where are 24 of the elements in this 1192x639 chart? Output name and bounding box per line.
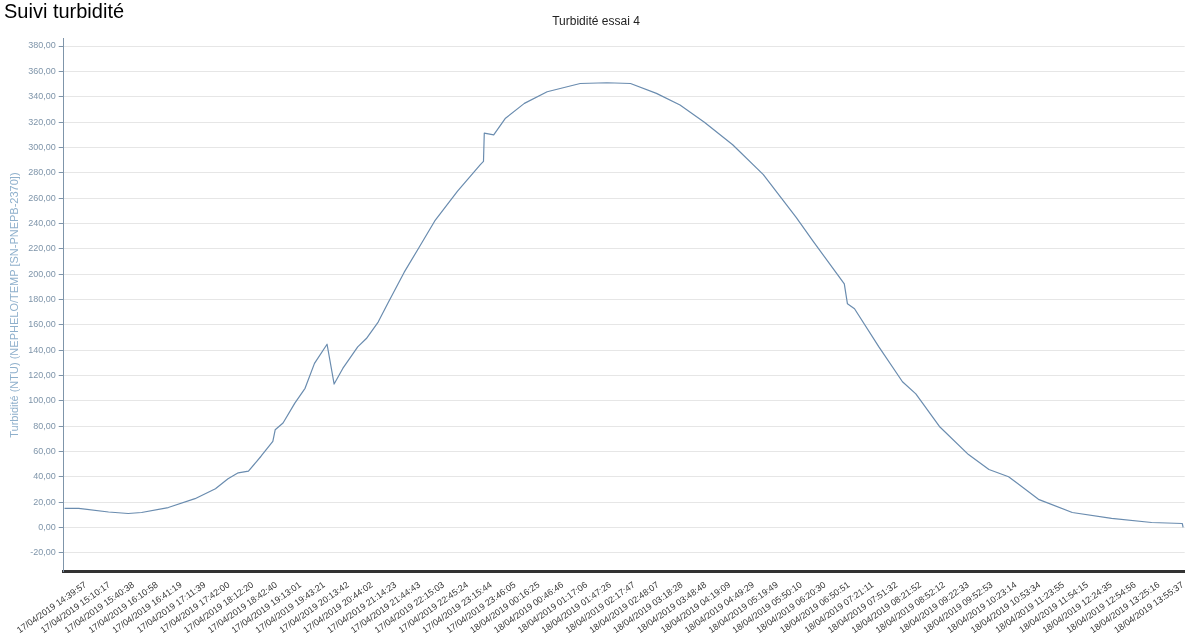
y-tick-label: 60,00 [33,445,56,456]
y-tick-label: 100,00 [28,395,56,406]
y-tick-label: 280,00 [28,167,56,178]
y-tick-label: 0,00 [38,521,56,532]
y-tick-label: 180,00 [28,293,56,304]
text: Suivi turbidité [4,0,125,23]
y-tick-label: 380,00 [28,40,56,51]
y-tick-label: 340,00 [28,91,56,102]
y-tick-label: 80,00 [33,420,56,431]
y-tick-label: 200,00 [28,268,56,279]
y-tick-label: 220,00 [28,243,56,254]
y-tick-label: 40,00 [33,471,56,482]
y-tick-label: 320,00 [28,116,56,127]
y-tick-label: -20,00 [30,547,56,558]
y-tick-label: 300,00 [28,141,56,152]
y-tick-label: 120,00 [28,369,56,380]
chart-title: Turbidité essai 4 [552,13,641,28]
y-tick-label: 140,00 [28,344,56,355]
y-tick-label: 360,00 [28,65,56,76]
y-tick-label: 240,00 [28,217,56,228]
y-tick-label: 260,00 [28,192,56,203]
y-axis-title: Turbidité (NTU) (NEPHELO/TEMP [SN-PNEPB-2370]) [7,172,20,438]
y-tick-label: 20,00 [33,496,56,507]
y-tick-label: 160,00 [28,319,56,330]
